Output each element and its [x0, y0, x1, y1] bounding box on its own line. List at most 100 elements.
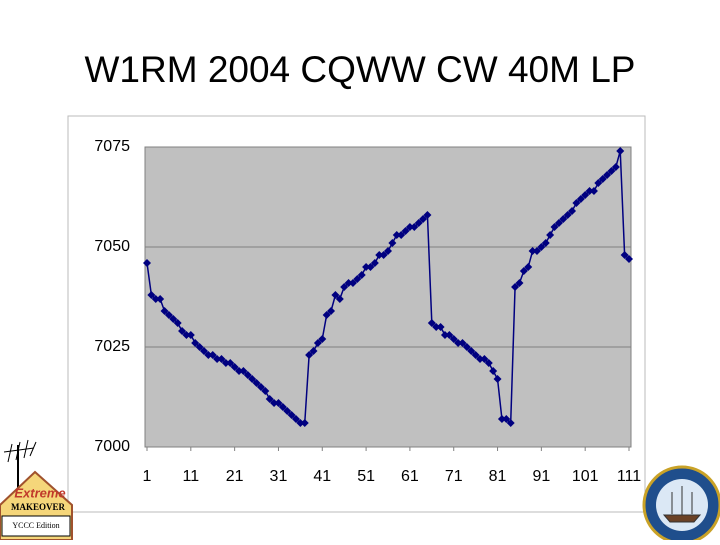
- data-point: [467, 347, 476, 355]
- data-point: [327, 307, 336, 315]
- data-point: [454, 339, 463, 347]
- data-point: [471, 351, 480, 359]
- data-point: [344, 279, 353, 287]
- data-point: [366, 263, 375, 271]
- x-tick-label: 31: [270, 468, 288, 485]
- data-point: [392, 231, 401, 239]
- data-point: [532, 247, 541, 255]
- data-point: [427, 319, 436, 327]
- data-point: [476, 355, 485, 363]
- data-point: [252, 379, 261, 387]
- data-point: [550, 223, 559, 231]
- data-point: [370, 259, 379, 267]
- data-point: [296, 419, 305, 427]
- data-point: [607, 167, 616, 175]
- data-point: [384, 247, 392, 255]
- data-point: [581, 191, 590, 199]
- data-point: [362, 263, 371, 271]
- data-point: [305, 351, 314, 359]
- data-point: [603, 171, 612, 179]
- data-point: [160, 307, 169, 315]
- data-point: [401, 227, 410, 235]
- badge-edition: YCCC Edition: [12, 521, 59, 530]
- y-tick-label: 7075: [94, 138, 130, 155]
- data-point: [576, 195, 585, 203]
- data-point: [419, 215, 428, 223]
- data-point: [348, 279, 357, 287]
- badge-subtitle: MAKEOVER: [11, 502, 66, 512]
- data-point: [524, 263, 533, 271]
- data-point: [445, 331, 454, 339]
- data-point: [458, 339, 467, 347]
- data-point: [309, 347, 318, 355]
- data-point: [541, 239, 550, 247]
- data-point: [572, 199, 581, 207]
- data-point: [208, 351, 217, 359]
- data-point: [611, 163, 620, 171]
- data-point: [274, 399, 283, 407]
- data-point: [353, 275, 362, 283]
- data-point: [147, 291, 156, 299]
- data-point: [151, 295, 160, 303]
- data-point: [357, 271, 366, 279]
- data-point: [182, 331, 191, 339]
- data-point: [199, 347, 208, 355]
- data-point: [283, 407, 292, 415]
- x-tick-label: 51: [357, 468, 375, 485]
- plot-area: [144, 146, 632, 448]
- data-point: [423, 211, 432, 219]
- data-point: [379, 251, 388, 259]
- data-point: [186, 331, 195, 339]
- x-tick-label: 1: [143, 468, 152, 485]
- data-point: [291, 415, 300, 423]
- data-point: [432, 323, 441, 331]
- data-point: [554, 219, 563, 227]
- data-point: [278, 403, 287, 411]
- badge-title: Extreme: [14, 485, 65, 500]
- data-point: [235, 367, 244, 375]
- data-point: [248, 375, 257, 383]
- data-point: [489, 367, 498, 375]
- data-point: [265, 395, 274, 403]
- x-tick-label: 61: [401, 468, 419, 485]
- data-point: [239, 367, 248, 375]
- antenna-elements: [3, 439, 37, 463]
- data-point: [375, 251, 384, 259]
- x-tick-label: 71: [445, 468, 463, 485]
- data-point: [300, 419, 309, 427]
- data-point: [616, 147, 625, 155]
- data-point: [462, 343, 471, 351]
- data-point: [270, 399, 279, 407]
- data-point: [537, 243, 546, 251]
- data-point: [173, 319, 182, 327]
- slide-title: W1RM 2004 CQWW CW 40M LP: [85, 49, 636, 90]
- data-point: [335, 295, 344, 303]
- data-point: [559, 215, 568, 223]
- data-point: [493, 375, 502, 383]
- data-point: [243, 371, 252, 379]
- x-tick-label: 21: [226, 468, 244, 485]
- data-point: [261, 387, 270, 395]
- data-point: [388, 239, 397, 247]
- data-point: [440, 331, 449, 339]
- data-point: [221, 359, 230, 367]
- data-point: [546, 231, 555, 239]
- data-point: [322, 311, 331, 319]
- data-point: [178, 327, 187, 335]
- y-tick-label: 7025: [94, 338, 130, 355]
- badge: Extreme MAKEOVER YCCC Edition: [0, 439, 73, 541]
- y-tick-label: 7050: [94, 238, 130, 255]
- data-point: [340, 283, 349, 291]
- data-point: [480, 355, 489, 363]
- data-point: [226, 359, 235, 367]
- data-point: [484, 359, 493, 367]
- data-point: [164, 311, 173, 319]
- data-point: [625, 255, 633, 263]
- data-point: [230, 363, 239, 371]
- data-point: [213, 355, 222, 363]
- data-point: [191, 339, 200, 347]
- data-point: [217, 355, 226, 363]
- data-point: [397, 231, 406, 239]
- data-point: [143, 259, 151, 267]
- x-tick-label: 111: [617, 468, 641, 485]
